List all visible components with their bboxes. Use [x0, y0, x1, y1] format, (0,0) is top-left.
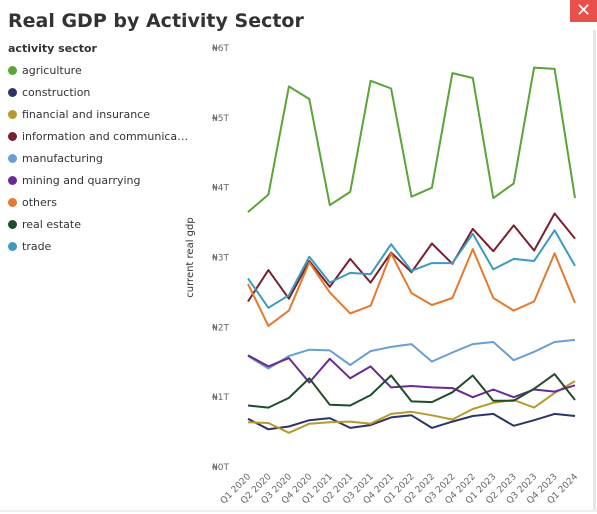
series-line-trade[interactable]: [247, 229, 576, 309]
legend-label: others: [22, 195, 58, 209]
chart-title: Real GDP by Activity Sector: [8, 10, 304, 32]
legend-marker: [8, 219, 17, 229]
series-line-real-estate[interactable]: [247, 373, 576, 409]
legend-item-others[interactable]: others: [8, 191, 193, 213]
series-line-others[interactable]: [247, 248, 576, 327]
legend-item-information-and-communication[interactable]: information and communica…: [8, 125, 193, 147]
series-line-mining-and-quarrying[interactable]: [247, 354, 576, 399]
legend-marker: [8, 131, 17, 141]
legend-marker: [8, 153, 17, 163]
legend-item-real-estate[interactable]: real estate: [8, 213, 193, 235]
scrollbar[interactable]: [593, 30, 596, 510]
legend-marker: [8, 65, 17, 75]
series-line-construction[interactable]: [247, 412, 576, 431]
legend-label: financial and insurance: [22, 107, 150, 121]
legend-item-financial-and-insurance[interactable]: financial and insurance: [8, 103, 193, 125]
y-tick-label: ₦1T: [212, 393, 229, 403]
legend-item-mining-and-quarrying[interactable]: mining and quarrying: [8, 169, 193, 191]
legend-marker: [8, 197, 17, 207]
series-line-agriculture[interactable]: [247, 66, 576, 213]
close-button[interactable]: ✕: [570, 0, 597, 22]
series-line-information-and-communication[interactable]: [247, 212, 576, 303]
y-tick-label: ₦0T: [212, 463, 229, 473]
legend-label: real estate: [22, 217, 81, 231]
y-tick-label: ₦6T: [212, 44, 229, 54]
legend-marker: [8, 87, 17, 97]
legend-label: trade: [22, 239, 52, 253]
legend-item-agriculture[interactable]: agriculture: [8, 59, 193, 81]
legend-label: manufacturing: [22, 151, 103, 165]
legend-label: agriculture: [22, 63, 82, 77]
y-tick-label: ₦2T: [212, 323, 229, 333]
legend-item-trade[interactable]: trade: [8, 235, 193, 257]
series-line-manufacturing[interactable]: [247, 338, 576, 370]
legend-label: mining and quarrying: [22, 173, 141, 187]
legend-marker: [8, 109, 17, 119]
y-tick-label: ₦3T: [212, 254, 229, 264]
legend-items: agriculture construction financial and ins…: [8, 59, 193, 257]
legend-item-construction[interactable]: construction: [8, 81, 193, 103]
y-tick-label: ₦5T: [212, 114, 229, 124]
legend: activity sector agriculture construction f…: [8, 42, 193, 257]
legend-label: information and communica…: [22, 129, 189, 143]
y-tick-label: ₦4T: [212, 184, 229, 194]
y-axis-title: current real gdp: [185, 217, 196, 297]
legend-marker: [8, 241, 17, 251]
legend-label: construction: [22, 85, 91, 99]
legend-marker: [8, 175, 17, 185]
legend-item-manufacturing[interactable]: manufacturing: [8, 147, 193, 169]
series-line-financial-and-insurance[interactable]: [247, 380, 576, 434]
legend-title: activity sector: [8, 42, 97, 55]
divider: [0, 510, 597, 512]
